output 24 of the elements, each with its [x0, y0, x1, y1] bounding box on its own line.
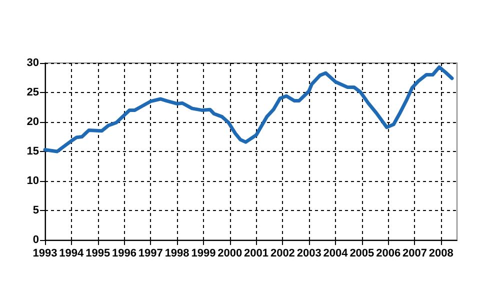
y-tick-label: 25 [26, 86, 39, 98]
y-tick-label: 0 [32, 234, 39, 246]
x-tick-label: 1998 [164, 248, 190, 260]
x-tick-label: 1994 [59, 248, 85, 260]
x-tick-label: 2000 [218, 248, 242, 260]
x-tick-label: 1997 [138, 248, 163, 260]
x-tick-label: 1999 [191, 248, 216, 260]
x-tick-label: 2006 [376, 248, 401, 260]
y-tick-label: 30 [26, 57, 39, 69]
x-tick-label: 2002 [270, 248, 295, 260]
x-tick-label: 1996 [112, 248, 136, 260]
x-tick-label: 2008 [428, 248, 454, 260]
y-tick-label: 5 [32, 204, 39, 216]
x-tick-label: 1995 [86, 248, 110, 260]
x-tick-label: 1993 [32, 248, 58, 260]
line-series [43, 65, 454, 154]
y-tick-label: 20 [26, 116, 39, 128]
y-tick-label: 15 [26, 146, 39, 158]
x-tick-label: 2004 [323, 248, 349, 260]
x-tick-label: 2001 [244, 248, 269, 260]
x-tick-label: 2005 [350, 248, 374, 260]
x-tick-label: 2007 [402, 248, 427, 260]
y-tick-label: 10 [26, 175, 39, 187]
x-tick-label: 2003 [296, 248, 322, 260]
